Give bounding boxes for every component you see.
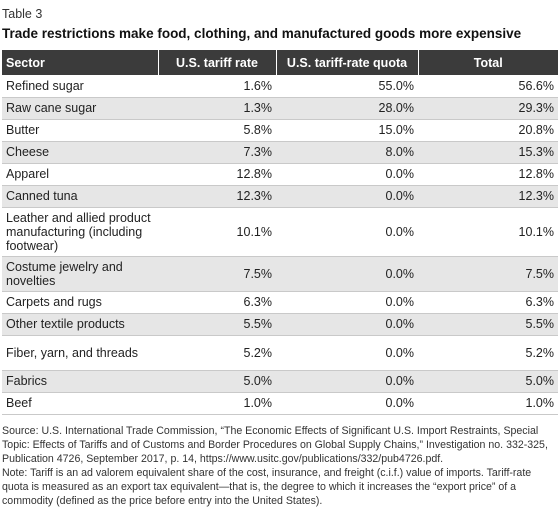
definition-note: Note: Tariff is an ad valorem equivalent… (2, 466, 532, 507)
table-row: Beef 1.0% 0.0% 1.0% (2, 392, 558, 414)
tariff-rate-quota-cell: 0.0% (385, 374, 415, 388)
column-header-sector: Sector (2, 50, 159, 75)
sector-cell: Butter (6, 123, 40, 137)
sector-cell: Leather and allied product manufacturing… (6, 210, 151, 253)
tariff-rate-cell: 1.3% (243, 101, 273, 115)
table-row: Carpets and rugs 6.3% 0.0% 6.3% (2, 291, 558, 313)
table-header-row: Sector U.S. tariff rate U.S. tariff-rate… (2, 50, 558, 75)
tariff-rate-quota-cell: 0.0% (385, 396, 415, 410)
sector-cell: Cheese (6, 145, 50, 159)
total-cell: 20.8% (518, 123, 554, 137)
table-row: Butter 5.8% 15.0% 20.8% (2, 119, 558, 141)
sector-cell: Costume jewelry and novelties (6, 259, 123, 288)
sector-cell: Refined sugar (6, 78, 84, 93)
column-header-total: Total (473, 55, 503, 70)
column-header-tariff-rate-quota: U.S. tariff-rate quota (276, 50, 419, 75)
tariff-rate-cell: 1.0% (243, 396, 273, 410)
table-row: Fabrics 5.0% 0.0% 5.0% (2, 370, 558, 392)
sector-cell: Carpets and rugs (6, 295, 102, 309)
total-cell: 6.3% (525, 295, 555, 309)
total-cell: 12.8% (518, 167, 554, 181)
total-cell: 56.6% (518, 78, 554, 93)
table-row: Fiber, yarn, and threads 5.2% 0.0% 5.2% (2, 335, 558, 370)
table-row: Costume jewelry and novelties 7.5% 0.0% 7.5… (2, 256, 558, 291)
table-row: Other textile products 5.5% 0.0% 5.5% (2, 313, 558, 335)
total-cell: 1.0% (525, 396, 555, 410)
tariff-rate-quota-cell: 0.0% (385, 295, 415, 309)
total-cell: 15.3% (518, 145, 554, 159)
source-note: Source: U.S. International Trade Commiss… (2, 424, 548, 465)
tariff-rate-cell: 7.3% (243, 145, 273, 159)
tariff-rate-cell: 12.3% (236, 189, 272, 203)
tariff-rate-cell: 6.3% (243, 295, 273, 309)
table-row: Leather and allied product manufacturing… (2, 207, 558, 256)
column-header-tariff-rate: U.S. tariff rate (158, 50, 277, 75)
table-row: Refined sugar 1.6% 55.0% 56.6% (2, 75, 558, 97)
table-body: Refined sugar 1.6% 55.0% 56.6% Raw cane suga… (2, 75, 558, 414)
sector-cell: Fabrics (6, 374, 47, 388)
table-row: Raw cane sugar 1.3% 28.0% 29.3% (2, 97, 558, 119)
sector-cell: Apparel (6, 167, 50, 181)
tariff-rate-cell: 5.8% (243, 123, 273, 137)
total-cell: 29.3% (518, 101, 554, 115)
sector-cell: Canned tuna (6, 189, 78, 203)
tariff-rate-cell: 7.5% (243, 266, 273, 281)
total-cell: 12.3% (518, 189, 554, 203)
tariff-rate-quota-cell: 28.0% (378, 101, 414, 115)
tariff-rate-quota-cell: 0.0% (385, 345, 415, 360)
tariff-rate-cell: 5.2% (243, 345, 273, 360)
tariff-table: Sector U.S. tariff rate U.S. tariff-rate… (2, 50, 558, 415)
tariff-rate-quota-cell: 0.0% (385, 189, 415, 203)
table-title: Trade restrictions make food, clothing, … (2, 26, 522, 41)
table-row: Apparel 12.8% 0.0% 12.8% (2, 163, 558, 185)
sector-cell: Raw cane sugar (6, 101, 97, 115)
tariff-rate-quota-cell: 55.0% (378, 78, 414, 93)
table-row: Canned tuna 12.3% 0.0% 12.3% (2, 185, 558, 207)
tariff-rate-cell: 5.0% (243, 374, 273, 388)
table-figure: Table 3 Trade restrictions make food, cl… (2, 7, 558, 508)
sector-cell: Beef (6, 396, 32, 410)
sector-cell: Fiber, yarn, and threads (6, 345, 139, 360)
total-cell: 7.5% (525, 266, 555, 281)
tariff-rate-quota-cell: 8.0% (385, 145, 415, 159)
tariff-rate-quota-cell: 0.0% (385, 224, 415, 239)
total-cell: 5.0% (525, 374, 555, 388)
total-cell: 5.5% (525, 317, 555, 331)
tariff-rate-cell: 1.6% (243, 78, 273, 93)
sector-cell: Other textile products (6, 317, 125, 331)
total-cell: 5.2% (525, 345, 555, 360)
table-label: Table 3 (2, 7, 43, 21)
tariff-rate-cell: 5.5% (243, 317, 273, 331)
tariff-rate-quota-cell: 15.0% (378, 123, 414, 137)
tariff-rate-cell: 12.8% (236, 167, 272, 181)
tariff-rate-cell: 10.1% (236, 224, 272, 239)
tariff-rate-quota-cell: 0.0% (385, 167, 415, 181)
tariff-rate-quota-cell: 0.0% (385, 266, 415, 281)
tariff-rate-quota-cell: 0.0% (385, 317, 415, 331)
table-row: Cheese 7.3% 8.0% 15.3% (2, 141, 558, 163)
total-cell: 10.1% (518, 224, 554, 239)
table-notes: Source: U.S. International Trade Commiss… (2, 424, 558, 508)
